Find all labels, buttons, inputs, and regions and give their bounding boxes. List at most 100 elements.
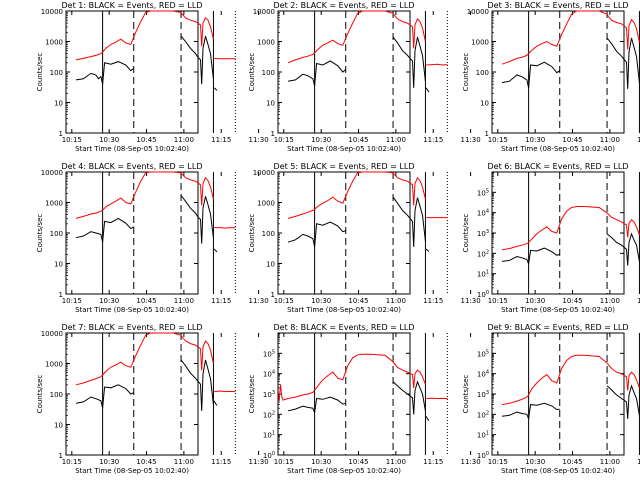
- y-tick-label: 1: [271, 291, 275, 299]
- y-tick-label: 10: [266, 100, 275, 108]
- detector-1-plot: Det 1: BLACK = Events, RED = LLD 1 10 100 10…: [36, 1, 269, 153]
- detector-6-plot: Det 6: BLACK = Events, RED = LLD 100 101 10…: [462, 162, 640, 314]
- lld-series-line: [214, 227, 236, 229]
- x-tick-label: 10:15: [274, 297, 294, 305]
- y-tick-label: 10000: [253, 8, 275, 16]
- lld-series-line: [75, 171, 214, 219]
- x-tick-label: 11:15: [211, 136, 231, 144]
- events-series-line: [392, 36, 426, 88]
- x-tick-label: 11:30: [249, 136, 269, 144]
- lld-series-line: [278, 353, 426, 401]
- y-tick-label: 1000: [471, 39, 489, 47]
- y-tick-label: 105: [263, 349, 275, 358]
- y-tick-label: 1000: [45, 39, 63, 47]
- events-series-line: [75, 384, 134, 409]
- detector-7-title: Det 7: BLACK = Events, RED = LLD: [62, 323, 203, 332]
- y-tick-label: 1: [59, 130, 63, 138]
- x-tick-label: 11:00: [600, 136, 620, 144]
- x-tick-label: 11:00: [174, 458, 194, 466]
- x-tick-label: 10:15: [488, 297, 508, 305]
- plot-frame: [277, 332, 411, 456]
- detector-8-title: Det 8: BLACK = Events, RED = LLD: [274, 323, 415, 332]
- y-tick-label: 1: [59, 291, 63, 299]
- y-tick-label: 100: [477, 451, 489, 460]
- events-series-line: [425, 416, 430, 421]
- x-tick-label: 10:45: [562, 297, 582, 305]
- events-series-line: [213, 87, 218, 91]
- y-tick-label: 1: [485, 130, 489, 138]
- y-axis-label: Counts/sec: [462, 214, 470, 253]
- detector-5-plot: Det 5: BLACK = Events, RED = LLD 1 10 100 10…: [248, 162, 481, 314]
- y-axis-label: Counts/sec: [36, 214, 44, 253]
- y-tick-label: 1000: [45, 200, 63, 208]
- y-tick-label: 103: [263, 390, 275, 399]
- x-tick-label: 10:15: [62, 458, 82, 466]
- y-axis-label: Counts/sec: [248, 214, 256, 253]
- y-tick-label: 100: [476, 69, 489, 77]
- events-series-line: [287, 221, 346, 248]
- detector-8-plot: Det 8: BLACK = Events, RED = LLD 100 101 10…: [248, 323, 481, 475]
- x-tick-label: 10:30: [311, 136, 331, 144]
- x-tick-label: 10:15: [62, 297, 82, 305]
- lld-series-line: [426, 63, 448, 66]
- x-tick-label: 11:00: [386, 136, 406, 144]
- x-tick-label: 11:15: [423, 458, 443, 466]
- lld-series-line: [214, 390, 236, 393]
- x-tick-label: 11:00: [600, 458, 620, 466]
- events-series-line: [213, 248, 218, 253]
- events-series-line: [75, 61, 135, 85]
- events-series-line: [501, 402, 560, 419]
- x-tick-label: 11:00: [600, 297, 620, 305]
- plot-frame: [277, 171, 411, 295]
- lld-series-line: [287, 10, 426, 64]
- x-axis-label: Start Time (08-Sep-05 10:02:40): [287, 306, 401, 314]
- y-tick-label: 10: [266, 261, 275, 269]
- y-tick-label: 105: [477, 188, 489, 197]
- events-series-line: [425, 248, 430, 252]
- x-tick-label: 10:15: [274, 458, 294, 466]
- lld-series-line: [75, 10, 214, 61]
- detector-1-title: Det 1: BLACK = Events, RED = LLD: [62, 1, 203, 10]
- x-tick-label: 11:30: [249, 297, 269, 305]
- detector-5-title: Det 5: BLACK = Events, RED = LLD: [274, 162, 415, 171]
- y-axis-label: Counts/sec: [248, 375, 256, 414]
- events-series-line: [180, 195, 214, 244]
- x-tick-label: 10:45: [562, 458, 582, 466]
- y-tick-label: 1000: [257, 39, 275, 47]
- detector-3-plot: Det 3: BLACK = Events, RED = LLD 1 10 100 10…: [462, 1, 640, 153]
- events-series-line: [501, 247, 560, 266]
- x-tick-label: 10:45: [348, 297, 368, 305]
- detector-6-title: Det 6: BLACK = Events, RED = LLD: [488, 162, 629, 171]
- y-tick-label: 10000: [467, 8, 489, 16]
- y-tick-label: 10000: [253, 169, 275, 177]
- y-axis-label: Counts/sec: [36, 53, 44, 92]
- events-series-line: [287, 396, 346, 413]
- y-tick-label: 10000: [41, 169, 63, 177]
- x-tick-label: 10:30: [525, 458, 545, 466]
- plot-frame: [65, 171, 199, 295]
- detector-9-title: Det 9: BLACK = Events, RED = LLD: [488, 323, 629, 332]
- detector-2-plot: Det 2: BLACK = Events, RED = LLD 1 10 100 10…: [248, 1, 481, 153]
- x-tick-label: 11:00: [386, 458, 406, 466]
- events-series-line: [213, 400, 218, 406]
- y-tick-label: 10: [54, 100, 63, 108]
- detector-7-plot: Det 7: BLACK = Events, RED = LLD 1 10 100 10…: [36, 323, 269, 475]
- events-series-line: [180, 35, 214, 85]
- y-tick-label: 1000: [257, 200, 275, 208]
- y-tick-label: 10000: [41, 8, 63, 16]
- y-tick-label: 100: [262, 69, 275, 77]
- y-tick-label: 100: [50, 69, 63, 77]
- x-tick-label: 11:30: [461, 297, 481, 305]
- plot-frame: [65, 10, 199, 134]
- plot-frame: [491, 171, 625, 295]
- y-tick-label: 1000: [45, 361, 63, 369]
- lld-series-line: [287, 171, 426, 219]
- events-series-line: [75, 217, 134, 243]
- x-tick-label: 11:00: [174, 297, 194, 305]
- y-tick-label: 100: [50, 391, 63, 399]
- x-tick-label: 10:45: [136, 458, 156, 466]
- y-tick-label: 104: [263, 370, 275, 379]
- x-tick-label: 11:15: [211, 458, 231, 466]
- x-tick-label: 11:15: [637, 136, 640, 144]
